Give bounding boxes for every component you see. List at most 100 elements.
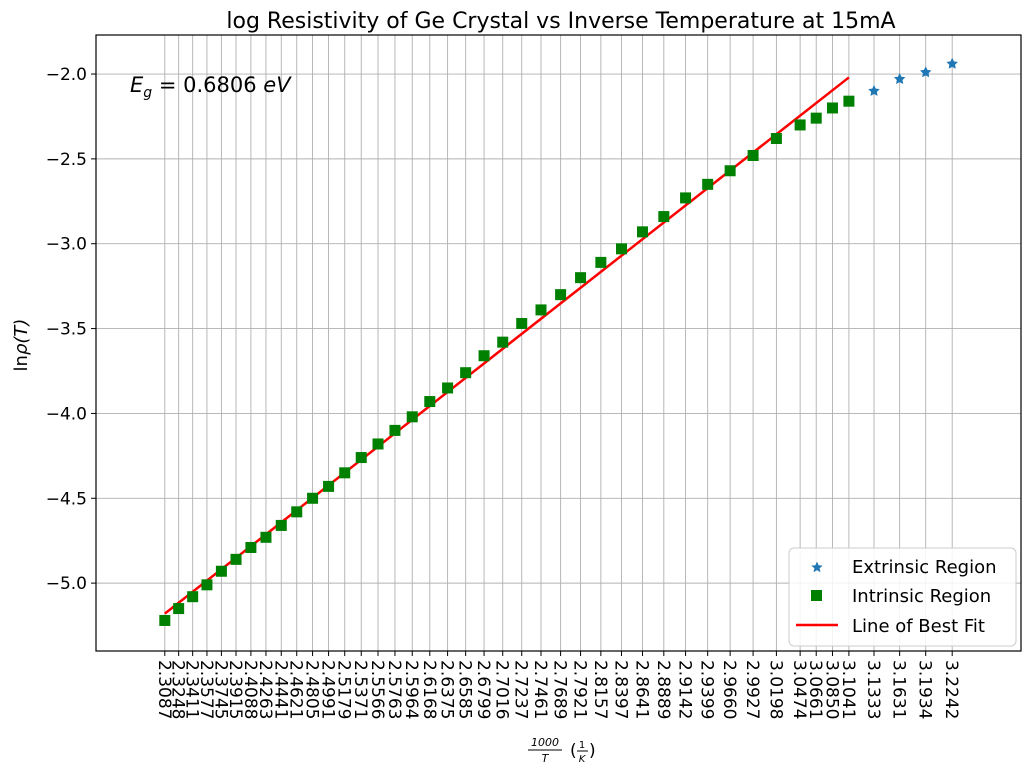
legend-square-icon [811, 590, 822, 601]
x-tick-label: 2.3745 [210, 660, 230, 719]
y-label-rho: ρ [11, 343, 32, 355]
intrinsic-point [843, 95, 855, 107]
intrinsic-point [187, 591, 199, 603]
intrinsic-point [275, 519, 287, 531]
x-tick-label: 2.7016 [492, 660, 512, 719]
y-tick-label: −4.5 [46, 489, 87, 509]
intrinsic-point [260, 531, 272, 543]
x-tick-label: 2.6168 [419, 660, 439, 719]
x-tick-label: 2.7237 [511, 660, 531, 719]
annotation-subscript: g [143, 85, 152, 101]
x-tick-label: 2.4621 [286, 660, 306, 719]
annotation-value: = 0.6806 [152, 73, 263, 97]
intrinsic-point [810, 112, 822, 124]
legend-label-fit: Line of Best Fit [852, 616, 985, 637]
annotation-symbol: E [130, 73, 144, 97]
intrinsic-point [460, 367, 472, 379]
x-tick-label: 2.9927 [742, 660, 762, 719]
intrinsic-point [497, 336, 509, 348]
intrinsic-point [339, 467, 351, 479]
intrinsic-point [770, 133, 782, 145]
intrinsic-point [794, 119, 806, 131]
y-axis-label: lnρ(T) [11, 319, 32, 372]
intrinsic-point [372, 438, 384, 450]
legend-star-icon [811, 561, 823, 573]
intrinsic-point [724, 165, 736, 177]
legend-entry-extrinsic: Extrinsic Region [811, 557, 997, 578]
x-label-frac-den: T [542, 752, 550, 765]
y-label-ln: ln [11, 355, 32, 371]
intrinsic-point [307, 492, 319, 504]
x-axis: 2.30872.32482.34112.35772.37452.39152.40… [154, 651, 961, 719]
legend-label-extrinsic: Extrinsic Region [852, 557, 997, 578]
intrinsic-point [355, 452, 367, 464]
x-tick-label: 2.7921 [570, 660, 590, 719]
intrinsic-point [575, 272, 587, 284]
x-tick-label: 2.4805 [302, 660, 322, 719]
extrinsic-point [868, 85, 880, 96]
intrinsic-point [702, 178, 714, 190]
x-tick-label: 2.3248 [168, 660, 188, 719]
intrinsic-point [201, 579, 213, 591]
legend-entry-fit: Line of Best Fit [796, 616, 985, 637]
intrinsic-point [680, 192, 692, 204]
x-tick-label: 2.9660 [719, 660, 739, 719]
x-tick-label: 2.5371 [350, 660, 370, 719]
band-gap-annotation: Eg = 0.6806 eV [130, 73, 292, 101]
x-tick-label: 2.5964 [401, 660, 421, 719]
x-tick-label: 3.1631 [889, 660, 909, 719]
intrinsic-point [595, 256, 607, 268]
intrinsic-point [826, 102, 838, 114]
x-tick-label: 3.0850 [821, 660, 841, 719]
x-tick-label: 3.2242 [941, 660, 961, 719]
y-tick-label: −2.0 [46, 65, 87, 85]
x-tick-label: 2.5566 [367, 660, 387, 719]
x-tick-label: 2.6585 [455, 660, 475, 719]
x-label-open-paren: ( [570, 741, 577, 761]
intrinsic-point [230, 553, 242, 565]
annotation-unit: eV [263, 73, 292, 97]
intrinsic-point [442, 382, 454, 394]
intrinsic-point [636, 226, 648, 238]
intrinsic-point [424, 396, 436, 408]
intrinsic-point [245, 541, 257, 553]
chart-title: log Resistivity of Ge Crystal vs Inverse… [226, 9, 895, 34]
x-tick-label: 2.4088 [240, 660, 260, 719]
points-layer [159, 57, 958, 626]
intrinsic-point [159, 614, 171, 626]
x-tick-label: 2.8889 [653, 660, 673, 719]
x-tick-label: 2.3087 [154, 660, 174, 719]
y-tick-label: −2.5 [46, 150, 87, 170]
y-label-arg: (T) [11, 319, 32, 344]
legend-entry-intrinsic: Intrinsic Region [811, 586, 991, 607]
x-tick-label: 2.9399 [697, 660, 717, 719]
x-tick-label: 2.3915 [225, 660, 245, 719]
x-label-unit-den: K [579, 754, 587, 765]
intrinsic-point [173, 603, 185, 615]
x-tick-label: 2.9142 [675, 660, 695, 719]
x-label-frac-num: 1000 [531, 736, 559, 749]
x-tick-label: 2.5763 [384, 660, 404, 719]
x-tick-label: 2.8157 [590, 660, 610, 719]
y-tick-label: −4.0 [46, 404, 87, 424]
legend-frame [788, 547, 1017, 647]
intrinsic-point [389, 424, 401, 436]
x-tick-label: 2.7689 [550, 660, 570, 719]
x-tick-label: 2.7461 [530, 660, 550, 719]
legend-label-intrinsic: Intrinsic Region [852, 586, 991, 607]
legend: Extrinsic Region Intrinsic Region Line o… [788, 547, 1017, 647]
intrinsic-point [215, 565, 227, 577]
x-tick-label: 3.1333 [863, 660, 883, 719]
x-tick-label: 3.0198 [765, 660, 785, 719]
intrinsic-point [323, 480, 335, 492]
extrinsic-point [946, 57, 958, 69]
extrinsic-point [920, 66, 932, 78]
intrinsic-point [615, 243, 627, 255]
x-tick-label: 2.4263 [255, 660, 275, 719]
x-tick-label: 2.4441 [270, 660, 290, 719]
intrinsic-point [478, 350, 490, 362]
x-axis-label: 1000 T ( 1 K ) [528, 736, 596, 765]
x-tick-label: 3.1041 [838, 660, 858, 719]
x-tick-label: 2.6799 [473, 660, 493, 719]
